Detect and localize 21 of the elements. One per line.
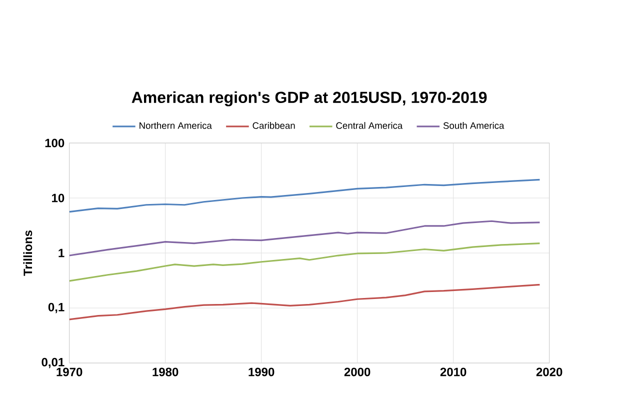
legend-label: Northern America	[140, 122, 212, 129]
line-series	[69, 242, 541, 282]
y-tick-label: 10	[52, 194, 64, 202]
x-tick-label: 2020	[536, 368, 562, 376]
legend-label: South America	[443, 122, 504, 129]
y-axis-title: Trillions	[23, 230, 32, 276]
legend-label: Central America	[336, 122, 403, 129]
x-tick-label: 1970	[56, 368, 82, 376]
line-series	[69, 284, 541, 320]
chart-title: American region's GDP at 2015USD, 1970-2019	[132, 91, 487, 106]
y-tick-label: 0,1	[48, 302, 64, 314]
legend-label: Caribbean	[252, 122, 295, 129]
line-series	[69, 178, 541, 213]
x-tick-label: 2000	[344, 368, 370, 376]
x-tick-label: 2010	[440, 368, 466, 376]
y-tick-label: 0,01	[42, 358, 64, 368]
y-tick-label: 100	[45, 138, 64, 148]
x-tick-label: 1990	[248, 368, 274, 376]
x-tick-label: 1980	[152, 368, 178, 376]
y-tick-label: 1	[58, 248, 64, 258]
line-series	[69, 220, 541, 256]
